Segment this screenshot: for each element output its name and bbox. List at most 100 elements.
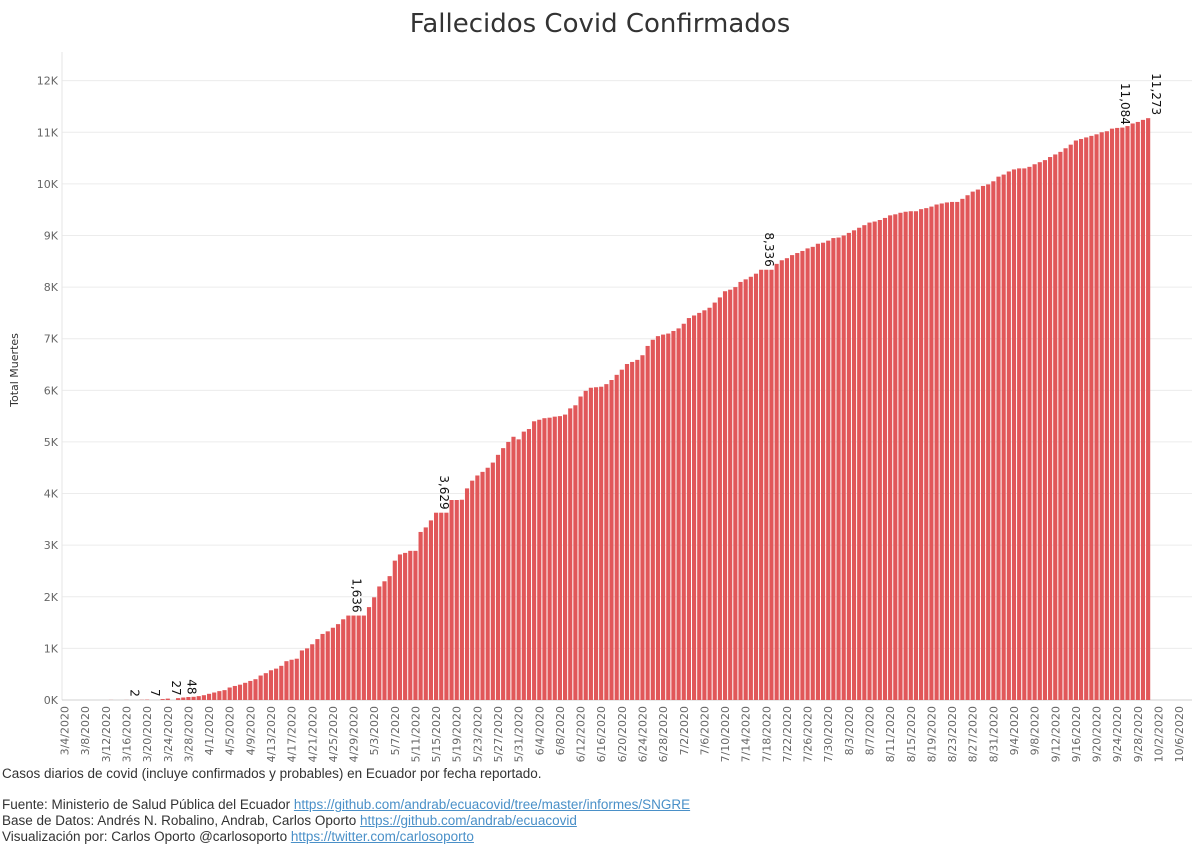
database-link[interactable]: https://github.com/andrab/ecuacovid [360, 813, 577, 828]
x-tick-label: 4/21/2020 [306, 706, 319, 762]
x-tick-label: 9/8/2020 [1029, 706, 1042, 755]
x-tick-label: 3/16/2020 [121, 706, 134, 762]
bar [253, 679, 257, 700]
bar [847, 233, 851, 700]
bar [965, 195, 969, 700]
bar [640, 355, 644, 700]
bar [589, 388, 593, 700]
bar [893, 214, 897, 700]
bar [888, 215, 892, 700]
bar [1007, 171, 1011, 700]
bar [455, 500, 459, 700]
bar [305, 648, 309, 700]
bar [604, 384, 608, 700]
bar [1089, 136, 1093, 700]
bar [1002, 175, 1006, 700]
y-tick-label: 5K [44, 436, 59, 449]
bar [775, 264, 779, 700]
bar [1033, 164, 1037, 700]
bar [1048, 157, 1052, 700]
bar [769, 270, 773, 700]
y-tick-label: 1K [44, 642, 59, 655]
y-tick-label: 2K [44, 591, 59, 604]
x-tick-label: 7/30/2020 [822, 706, 835, 762]
source-link[interactable]: https://github.com/andrab/ecuacovid/tree… [294, 797, 690, 812]
bar [615, 375, 619, 700]
source-line: Fuente: Ministerio de Salud Pública del … [2, 797, 690, 813]
bar [568, 408, 572, 700]
bar [852, 230, 856, 700]
bar [671, 331, 675, 700]
bar [491, 463, 495, 700]
x-tick-label: 7/6/2020 [698, 706, 711, 755]
bar [661, 335, 665, 700]
bar [821, 243, 825, 700]
x-tick-label: 9/12/2020 [1049, 706, 1062, 762]
y-tick-label: 4K [44, 488, 59, 501]
bar [1100, 132, 1104, 700]
bar [1105, 131, 1109, 700]
x-tick-label: 7/10/2020 [719, 706, 732, 762]
data-label: 3,629 [437, 475, 451, 509]
bar [341, 619, 345, 700]
visualization-link[interactable]: https://twitter.com/carlosoporto [291, 829, 474, 844]
bar [800, 251, 804, 700]
bar [460, 500, 464, 700]
bar [372, 597, 376, 700]
bar [764, 270, 768, 700]
data-label: 48 [184, 679, 198, 694]
bar [883, 218, 887, 700]
x-tick-label: 8/15/2020 [905, 706, 918, 762]
bar [842, 235, 846, 700]
y-tick-label: 7K [44, 333, 59, 346]
x-tick-label: 7/14/2020 [740, 706, 753, 762]
bar [228, 688, 232, 700]
bar [578, 397, 582, 700]
bar [862, 225, 866, 700]
bar [677, 328, 681, 700]
bar [630, 362, 634, 700]
x-tick-label: 10/6/2020 [1173, 706, 1186, 762]
bar [955, 202, 959, 700]
bar [238, 685, 242, 700]
bar [950, 202, 954, 700]
x-tick-label: 7/2/2020 [678, 706, 691, 755]
bar [971, 192, 975, 700]
bar [269, 670, 273, 700]
x-tick-label: 6/16/2020 [595, 706, 608, 762]
bar [1017, 168, 1021, 700]
x-tick-label: 4/1/2020 [203, 706, 216, 755]
x-tick-label: 5/19/2020 [451, 706, 464, 762]
bar [666, 334, 670, 700]
bar [259, 676, 263, 700]
bar [243, 683, 247, 700]
bar [563, 415, 567, 700]
bar [522, 432, 526, 700]
y-tick-label: 0K [44, 694, 59, 707]
bar [697, 313, 701, 700]
bar [511, 437, 515, 700]
bar [1027, 167, 1031, 700]
bar [806, 248, 810, 700]
x-tick-label: 6/28/2020 [657, 706, 670, 762]
data-label: 11,084 [1118, 83, 1132, 125]
bar [475, 475, 479, 700]
bar [408, 551, 412, 700]
data-label: 2 [128, 689, 142, 697]
bar [300, 650, 304, 700]
database-text: Base de Datos: Andrés N. Robalino, Andra… [2, 813, 360, 828]
x-tick-label: 9/16/2020 [1070, 706, 1083, 762]
bar [166, 699, 170, 700]
bar [744, 279, 748, 700]
y-tick-label: 12K [37, 75, 59, 88]
bar [831, 238, 835, 700]
bar [991, 181, 995, 700]
bar [914, 211, 918, 700]
bar [609, 380, 613, 700]
bar [584, 391, 588, 700]
bar [682, 324, 686, 700]
bar [620, 370, 624, 700]
x-tick-label: 6/4/2020 [533, 706, 546, 755]
x-tick-label: 3/24/2020 [162, 706, 175, 762]
